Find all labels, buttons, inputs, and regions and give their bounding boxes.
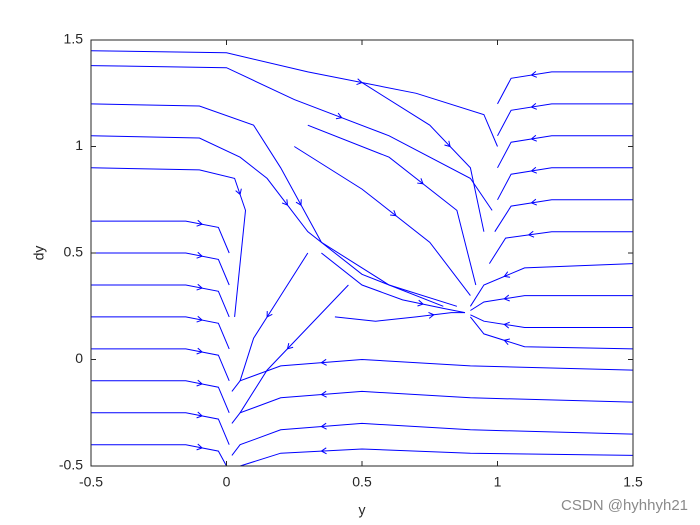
flow-arrow (320, 422, 327, 430)
flow-arrow (530, 198, 537, 206)
flow-arrow (503, 271, 511, 278)
flow-arrow (266, 311, 273, 318)
y-axis-label: dy (31, 246, 47, 261)
flow-arrow (530, 70, 537, 78)
flow-arrow (527, 230, 535, 238)
x-axis-label: y (359, 502, 366, 518)
flow-arrow (281, 199, 289, 206)
streamline (321, 252, 466, 314)
flow-arrow (196, 219, 204, 227)
streamline (239, 448, 634, 467)
streamline (90, 167, 247, 317)
watermark: CSDN @hyhhyh21 (561, 497, 688, 514)
flow-arrow (196, 443, 204, 451)
flow-arrow (417, 178, 424, 185)
streamline (90, 135, 444, 307)
y-tick-label: 0 (75, 350, 83, 366)
flow-arrow (295, 199, 302, 206)
flow-arrow (503, 294, 510, 302)
flow-arrow (428, 311, 435, 319)
y-tick-label: -0.5 (59, 457, 83, 473)
x-tick-label: -0.5 (79, 474, 103, 490)
flow-arrow (320, 390, 327, 398)
plot-area (90, 40, 634, 467)
flow-arrow (390, 210, 397, 217)
flow-arrow (196, 411, 204, 419)
flow-arrow (235, 188, 242, 196)
flow-arrow (196, 251, 204, 259)
flow-arrow (320, 447, 327, 455)
flow-arrow (335, 112, 343, 120)
flow-arrow (417, 299, 424, 307)
x-tick-label: 0 (223, 474, 231, 490)
x-tick-label: 1.5 (623, 474, 643, 490)
x-tick-label: 1 (494, 474, 502, 490)
flow-arrow (196, 283, 204, 291)
streamline (334, 312, 465, 322)
flow-arrow (530, 134, 537, 142)
y-tick-label: 1.5 (64, 31, 84, 47)
flow-arrow (320, 358, 327, 366)
flow-arrow (196, 347, 204, 355)
flow-arrow (503, 338, 511, 345)
flow-arrow (503, 321, 510, 329)
flow-arrow (196, 379, 204, 387)
flow-arrow (444, 140, 451, 148)
x-tick-label: 0.5 (352, 474, 372, 490)
flow-arrow (286, 343, 294, 350)
flow-arrow (196, 315, 204, 323)
y-tick-label: 1 (75, 137, 83, 153)
y-tick-label: 0.5 (64, 244, 84, 260)
flow-arrow (530, 102, 537, 110)
flow-arrow (530, 166, 537, 174)
